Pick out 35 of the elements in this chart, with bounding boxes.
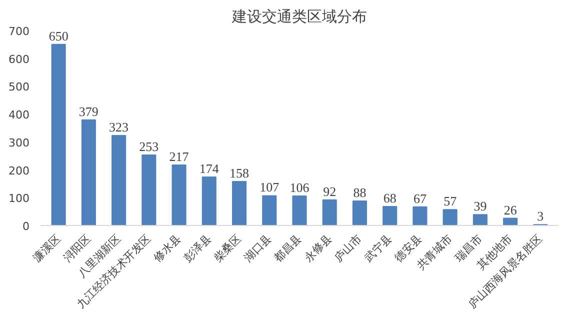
data-label: 67 <box>413 190 427 206</box>
x-tick-label: 湖口县 <box>241 232 274 264</box>
x-tick-label: 永修县 <box>302 232 334 264</box>
chart-title: 建设交通类区域分布 <box>231 8 367 26</box>
data-label: 650 <box>48 28 68 44</box>
x-tick-label: 彭泽县 <box>181 232 214 264</box>
data-label: 68 <box>383 190 396 206</box>
x-tick-label: 庐山市 <box>332 232 364 264</box>
y-tick-label: 200 <box>8 164 30 178</box>
y-tick-label: 100 <box>8 192 30 206</box>
data-label: 217 <box>169 149 190 164</box>
data-label: 106 <box>290 180 310 195</box>
data-label: 158 <box>230 165 250 180</box>
y-tick-label: 600 <box>8 52 30 66</box>
data-label: 253 <box>139 139 159 154</box>
x-tick-label: 都昌县 <box>272 232 304 264</box>
y-tick-label: 0 <box>22 220 30 233</box>
data-label: 92 <box>323 184 336 199</box>
data-label: 57 <box>444 194 458 209</box>
data-label: 3 <box>537 208 544 224</box>
y-tick-label: 300 <box>8 136 30 150</box>
data-label: 174 <box>199 161 220 176</box>
data-label: 323 <box>109 120 129 135</box>
x-tick-label: 柴桑区 <box>211 232 244 264</box>
data-label: 107 <box>260 180 280 195</box>
x-tick-label: 修水县 <box>151 232 184 264</box>
x-tick-label: 武宁县 <box>362 232 394 264</box>
x-tick-label: 濂溪区 <box>30 232 64 264</box>
y-tick-label: 700 <box>8 25 30 38</box>
data-label: 88 <box>353 184 366 200</box>
data-label: 379 <box>78 104 98 119</box>
data-label: 39 <box>474 198 487 214</box>
y-tick-label: 400 <box>8 108 30 122</box>
y-tick-label: 500 <box>8 80 30 94</box>
data-label: 26 <box>504 202 518 218</box>
